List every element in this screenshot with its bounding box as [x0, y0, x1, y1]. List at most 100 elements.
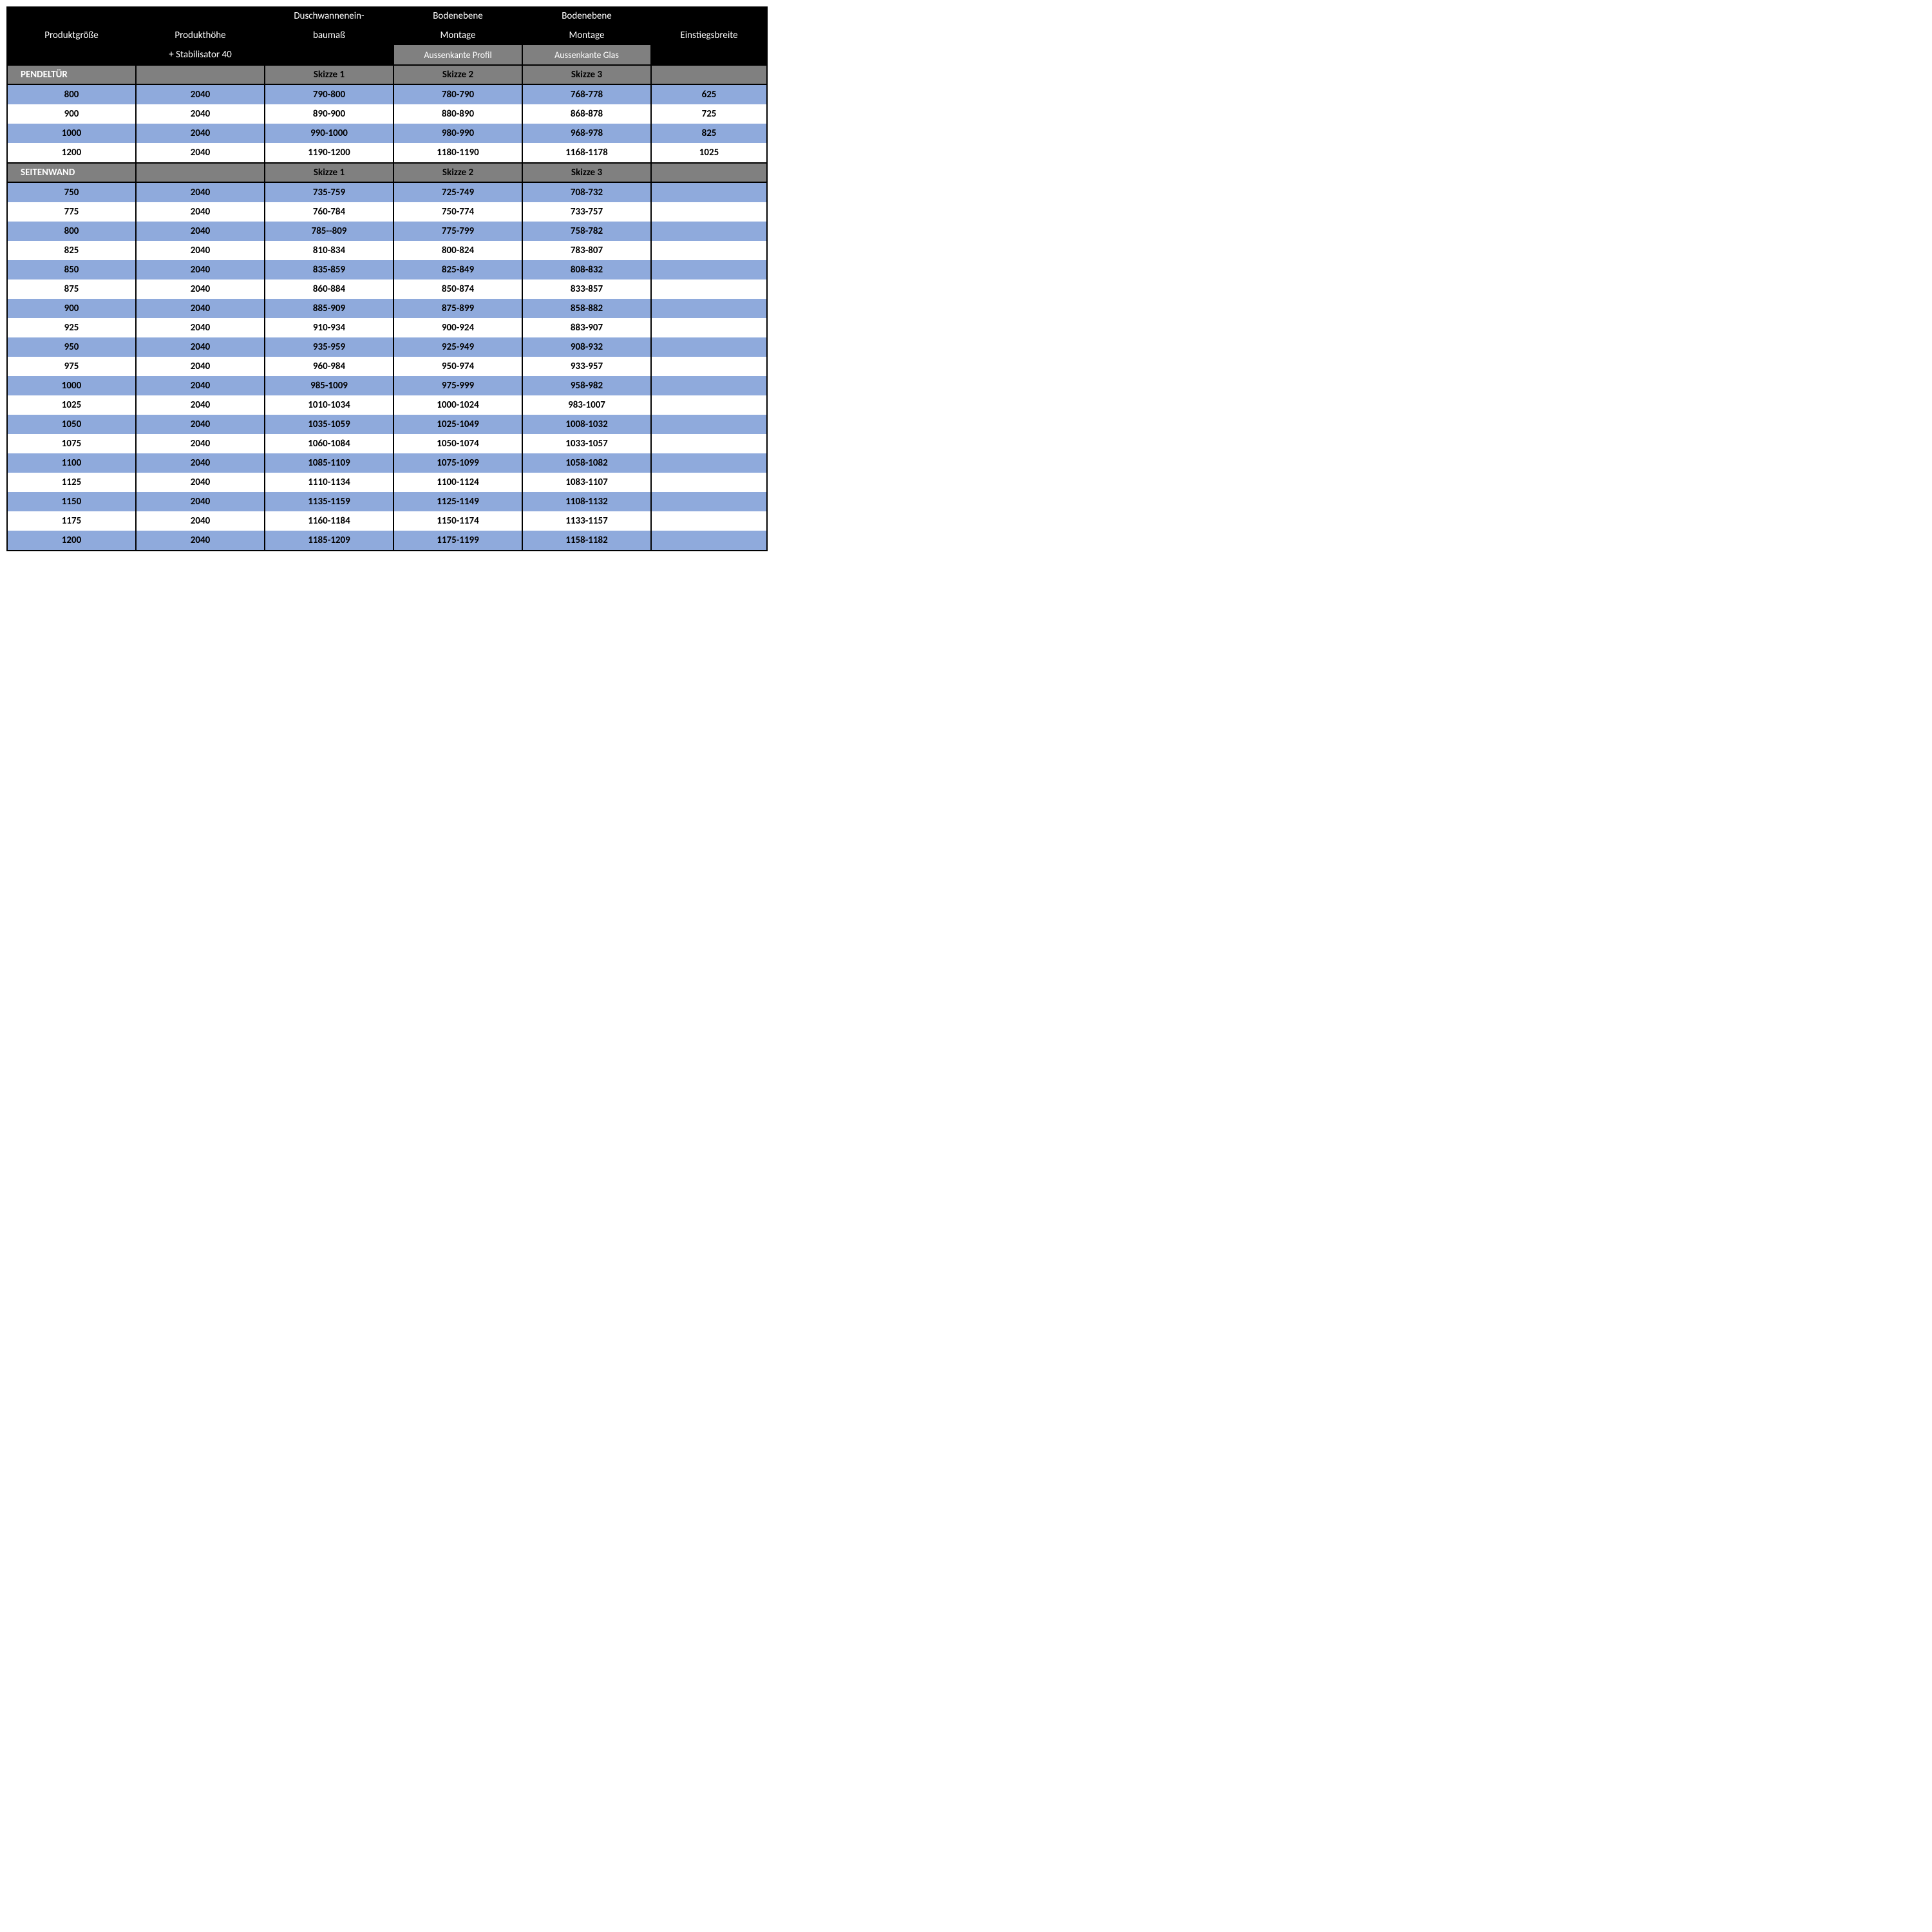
header-col4-l2: Montage — [393, 26, 522, 45]
table-cell: 900 — [7, 299, 136, 318]
spec-table: Produktgröße Produkthöhe Duschwannenein-… — [6, 6, 768, 551]
table-cell: 1060-1084 — [265, 434, 393, 453]
header-col2-l1: Produkthöhe — [136, 6, 265, 45]
table-cell: 2040 — [136, 104, 265, 124]
table-cell: 2040 — [136, 337, 265, 357]
table-cell: 925-949 — [393, 337, 522, 357]
table-cell: 833-857 — [522, 279, 651, 299]
table-cell — [651, 434, 767, 453]
table-row: 105020401035-10591025-10491008-1032 — [7, 415, 767, 434]
table-cell: 750 — [7, 182, 136, 202]
table-cell: 780-790 — [393, 84, 522, 104]
table-cell: 2040 — [136, 241, 265, 260]
table-cell: 1168-1178 — [522, 143, 651, 163]
table-cell: 990-1000 — [265, 124, 393, 143]
table-cell — [651, 492, 767, 511]
table-cell: 2040 — [136, 222, 265, 241]
table-row: 7752040760-784750-774733-757 — [7, 202, 767, 222]
table-cell: 875 — [7, 279, 136, 299]
table-row: 8002040790-800780-790768-778625 — [7, 84, 767, 104]
table-cell: 908-932 — [522, 337, 651, 357]
table-cell — [651, 511, 767, 531]
table-cell: 983-1007 — [522, 395, 651, 415]
table-row: 102520401010-10341000-1024983-1007 — [7, 395, 767, 415]
table-cell: 1000-1024 — [393, 395, 522, 415]
table-cell: 875-899 — [393, 299, 522, 318]
table-cell: 2040 — [136, 492, 265, 511]
table-cell — [651, 376, 767, 395]
table-cell: 1000 — [7, 124, 136, 143]
section-skizze-cell — [136, 65, 265, 84]
section-title-cell: SEITENWAND — [7, 163, 136, 182]
table-cell: 2040 — [136, 299, 265, 318]
table-cell: 2040 — [136, 453, 265, 473]
table-cell: 2040 — [136, 434, 265, 453]
table-cell: 735-759 — [265, 182, 393, 202]
table-cell: 1158-1182 — [522, 531, 651, 551]
table-row: 8252040810-834800-824783-807 — [7, 241, 767, 260]
section-skizze-cell: Skizze 1 — [265, 163, 393, 182]
table-cell: 1135-1159 — [265, 492, 393, 511]
table-cell: 733-757 — [522, 202, 651, 222]
table-cell: 1200 — [7, 143, 136, 163]
table-body: PENDELTÜRSkizze 1Skizze 2Skizze 38002040… — [7, 65, 767, 551]
table-cell: 2040 — [136, 279, 265, 299]
table-cell: 760-784 — [265, 202, 393, 222]
table-cell — [651, 337, 767, 357]
table-row: 112520401110-11341100-11241083-1107 — [7, 473, 767, 492]
table-cell: 800 — [7, 222, 136, 241]
section-skizze-cell: Skizze 3 — [522, 163, 651, 182]
table-cell — [651, 182, 767, 202]
table-cell: 950 — [7, 337, 136, 357]
table-cell: 1200 — [7, 531, 136, 551]
table-cell — [651, 318, 767, 337]
table-cell: 958-982 — [522, 376, 651, 395]
section-skizze-cell: Skizze 2 — [393, 65, 522, 84]
table-row: 7502040735-759725-749708-732 — [7, 182, 767, 202]
table-cell: 825-849 — [393, 260, 522, 279]
table-cell — [651, 415, 767, 434]
table-row: 10002040985-1009975-999958-982 — [7, 376, 767, 395]
table-cell: 968-978 — [522, 124, 651, 143]
section-skizze-cell: Skizze 3 — [522, 65, 651, 84]
table-cell: 1008-1032 — [522, 415, 651, 434]
table-cell: 2040 — [136, 84, 265, 104]
header-col5-l1: Bodenebene — [522, 6, 651, 26]
table-cell — [651, 279, 767, 299]
table-cell: 860-884 — [265, 279, 393, 299]
table-cell: 1175-1199 — [393, 531, 522, 551]
table-row: 9502040935-959925-949908-932 — [7, 337, 767, 357]
table-cell: 1125-1149 — [393, 492, 522, 511]
table-cell: 783-807 — [522, 241, 651, 260]
table-cell: 1058-1082 — [522, 453, 651, 473]
section-skizze-cell — [651, 65, 767, 84]
table-cell: 2040 — [136, 531, 265, 551]
table-cell: 1083-1107 — [522, 473, 651, 492]
header-col4-sub: Aussenkante Profil — [393, 45, 522, 65]
table-cell: 725-749 — [393, 182, 522, 202]
table-cell: 800 — [7, 84, 136, 104]
table-row: 9002040890-900880-890868-878725 — [7, 104, 767, 124]
table-cell: 800-824 — [393, 241, 522, 260]
header-col2-l2: + Stabilisator 40 — [136, 45, 265, 65]
table-cell: 1000 — [7, 376, 136, 395]
table-cell: 868-878 — [522, 104, 651, 124]
table-row: 107520401060-10841050-10741033-1057 — [7, 434, 767, 453]
table-cell: 1025 — [7, 395, 136, 415]
header-col5-l2: Montage — [522, 26, 651, 45]
table-cell: 890-900 — [265, 104, 393, 124]
table-cell: 1175 — [7, 511, 136, 531]
table-row: 9002040885-909875-899858-882 — [7, 299, 767, 318]
table-cell: 910-934 — [265, 318, 393, 337]
table-cell: 850-874 — [393, 279, 522, 299]
table-cell: 810-834 — [265, 241, 393, 260]
table-cell: 1010-1034 — [265, 395, 393, 415]
table-cell — [651, 260, 767, 279]
table-row: 110020401085-11091075-10991058-1082 — [7, 453, 767, 473]
header-col4-l1: Bodenebene — [393, 6, 522, 26]
table-cell: 975-999 — [393, 376, 522, 395]
table-cell — [651, 453, 767, 473]
table-cell: 858-882 — [522, 299, 651, 318]
table-cell: 1035-1059 — [265, 415, 393, 434]
table-cell: 1190-1200 — [265, 143, 393, 163]
